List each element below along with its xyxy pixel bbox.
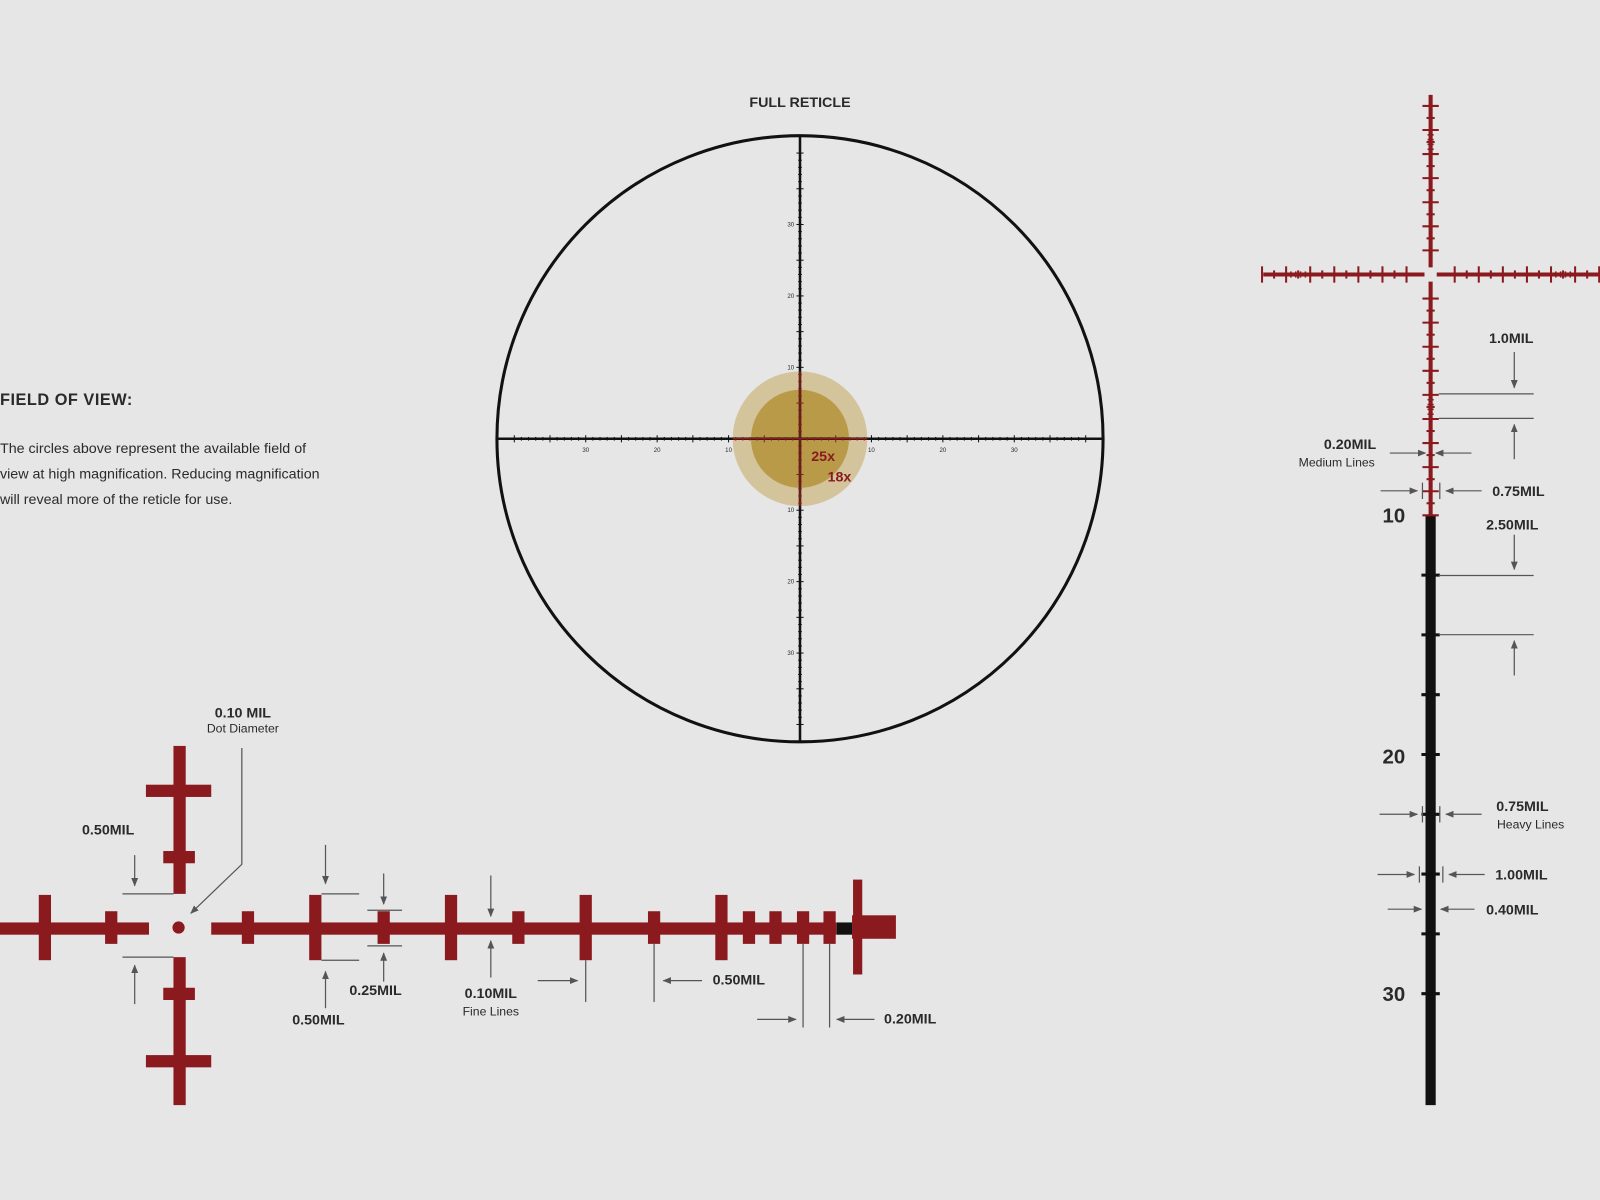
dimension-lines <box>1377 352 1534 913</box>
post-mark <box>715 894 728 961</box>
post-mark <box>444 894 458 961</box>
holdover-number: 30 <box>1383 984 1406 1006</box>
post-mark <box>512 911 525 944</box>
post-mark <box>647 911 661 944</box>
post-mark <box>769 911 782 944</box>
bottom-reticle-marks <box>0 745 896 1106</box>
label-dot-sub: Dot Diameter <box>207 722 279 736</box>
label-1mil: 1.0MIL <box>1489 331 1534 347</box>
black-bar-segment <box>836 922 853 935</box>
tick-label: 10 <box>787 364 794 371</box>
post-mark <box>241 911 255 944</box>
tick-label: 10 <box>868 447 875 454</box>
tick-label: 10 <box>787 507 794 514</box>
fov-text-line: view at high magnification. Reducing mag… <box>0 467 320 483</box>
tick-label: 20 <box>787 579 794 586</box>
fov-18x-label: 18x <box>828 470 852 486</box>
vertical-detail: 10 20 30 1.0MIL 0.20MIL Medium Lines 0.7… <box>1261 94 1600 1106</box>
fov-text-line: will reveal more of the reticle for use. <box>0 492 232 508</box>
tick-label: 30 <box>582 447 589 454</box>
fov-25x-label: 25x <box>811 449 835 465</box>
tick-label: 20 <box>787 293 794 300</box>
center-dot <box>172 921 185 934</box>
dimension-lines <box>122 747 875 1028</box>
post-mark <box>742 911 756 944</box>
horizontal-detail: 0.10 MIL Dot Diameter 0.50MIL 0.50MIL 0.… <box>0 705 937 1106</box>
tick-label: 10 <box>725 447 732 454</box>
fov-text-line: The circles above represent the availabl… <box>0 441 306 457</box>
tick-label: 30 <box>787 222 794 229</box>
label-medium-lines: 0.20MIL <box>1324 437 1377 453</box>
post-mark <box>823 911 836 944</box>
label-heavy-lines-sub: Heavy Lines <box>1497 818 1564 832</box>
label-fine-lines: 0.10MIL <box>465 986 518 1002</box>
right-reticle-marks <box>1261 94 1600 1106</box>
label-fine-lines-sub: Fine Lines <box>463 1004 519 1018</box>
label-spacing-020: 0.20MIL <box>884 1011 937 1027</box>
label-spacing-050: 0.50MIL <box>713 973 766 989</box>
post-mark <box>309 894 322 961</box>
label-250mil: 2.50MIL <box>1486 518 1539 534</box>
label-medium-lines-sub: Medium Lines <box>1299 455 1375 469</box>
main-ticks <box>513 152 1087 725</box>
fov-heading: FIELD OF VIEW: <box>0 391 133 409</box>
label-100mil: 1.00MIL <box>1495 868 1548 884</box>
full-reticle: 30 20 10 10 20 30 30 20 10 10 20 30 25x … <box>495 134 1105 744</box>
label-heavy-lines: 0.75MIL <box>1496 799 1549 815</box>
label-040mil: 0.40MIL <box>1486 902 1539 918</box>
post-mark <box>579 894 592 961</box>
label-left-050: 0.50MIL <box>82 823 135 839</box>
post-mark <box>377 911 390 944</box>
label-post-050: 0.50MIL <box>292 1012 345 1028</box>
label-post-025: 0.25MIL <box>349 983 402 999</box>
holdover-number: 20 <box>1383 746 1406 768</box>
label-dot: 0.10 MIL <box>215 705 272 721</box>
full-reticle-title: FULL RETICLE <box>749 95 850 111</box>
tick-label: 30 <box>1011 447 1018 454</box>
tick-label: 20 <box>654 447 661 454</box>
tick-label: 30 <box>787 650 794 657</box>
field-of-view-note: FIELD OF VIEW: The circles above represe… <box>0 391 320 508</box>
holdover-number: 10 <box>1383 505 1406 527</box>
tick-label: 20 <box>939 447 946 454</box>
post-mark <box>796 911 810 944</box>
label-075-post: 0.75MIL <box>1492 484 1545 500</box>
